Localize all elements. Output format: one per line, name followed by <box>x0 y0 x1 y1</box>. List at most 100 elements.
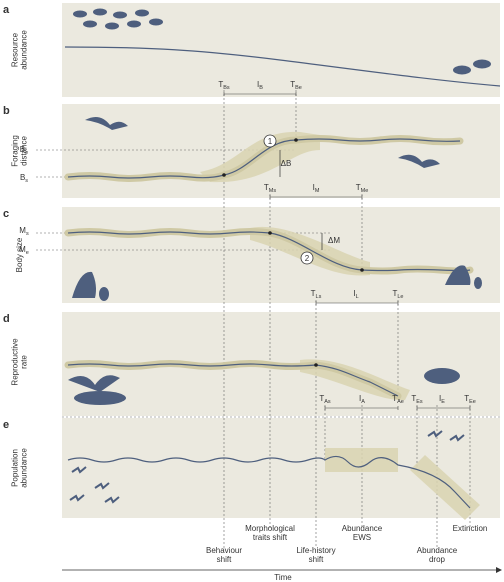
backgrounds <box>62 3 500 518</box>
label-sub: M <box>315 188 320 194</box>
label-main: T <box>392 289 397 298</box>
label: TAs <box>319 394 331 405</box>
label: Bs <box>20 173 28 184</box>
panel-bg <box>62 207 500 303</box>
label-sub: s <box>25 178 28 184</box>
event-label: Morphological <box>245 524 295 533</box>
label: Me <box>19 245 29 256</box>
label-sub: E <box>441 399 445 405</box>
time-label: Time <box>274 573 292 582</box>
label-main: T <box>290 80 295 89</box>
label-main: T <box>356 183 361 192</box>
foraging-curve <box>67 138 461 179</box>
fish-icon <box>453 65 471 75</box>
label-sub: Ms <box>269 188 277 194</box>
egg-icon <box>474 277 482 289</box>
point <box>268 231 272 235</box>
step-marker <box>300 251 314 265</box>
bird-icon <box>449 434 465 442</box>
label: ΔB <box>281 159 292 168</box>
bird-icon <box>445 265 471 285</box>
fish-icon <box>73 10 87 18</box>
bird-icon <box>68 375 120 392</box>
label: TMe <box>356 183 369 194</box>
egg-icon <box>99 287 109 301</box>
fish-icon <box>135 9 149 17</box>
point <box>314 363 318 367</box>
bird-icon <box>85 116 128 130</box>
event-label: Life-history <box>296 546 335 555</box>
bird-icon <box>69 494 85 502</box>
label: TLe <box>392 289 403 300</box>
label-main: ΔB <box>281 159 292 168</box>
bird-icon <box>427 430 443 438</box>
label-main: B <box>20 145 25 154</box>
label-main: I <box>353 289 355 298</box>
label: Be <box>20 145 28 156</box>
label-main: I <box>313 183 315 192</box>
label-sub: As <box>324 399 331 405</box>
fish-icon <box>127 20 141 28</box>
y-label: distance <box>20 136 29 166</box>
point <box>222 173 226 177</box>
label-main: 2 <box>305 254 310 263</box>
drop-window <box>410 455 480 520</box>
fish-icon <box>473 59 491 69</box>
label: TEe <box>464 394 476 405</box>
label-sub: Me <box>361 188 369 194</box>
bird-icon <box>72 271 96 298</box>
event-label: traits shift <box>253 533 288 542</box>
panel-letter: e <box>3 419 9 431</box>
label: IE <box>439 394 445 405</box>
label-main: ΔM <box>328 236 340 245</box>
label: 2 <box>305 254 310 263</box>
event-label: Abundance <box>417 546 458 555</box>
y-label: Body size <box>15 237 24 272</box>
panel-bg <box>62 3 500 97</box>
label: Ms <box>19 226 29 237</box>
label: TAe <box>392 394 404 405</box>
label-main: I <box>359 394 361 403</box>
label-main: I <box>439 394 441 403</box>
population-curve <box>67 455 471 509</box>
label-main: T <box>464 394 469 403</box>
label-main: B <box>20 173 25 182</box>
label-main: T <box>264 183 269 192</box>
fish-icon <box>149 18 163 26</box>
y-label: Resource <box>11 32 20 67</box>
event-label: Behaviour <box>206 546 242 555</box>
event-label: EWS <box>353 533 371 542</box>
time-arrowhead <box>496 567 502 573</box>
event-label: Abundance <box>342 524 383 533</box>
label-sub: L <box>356 294 359 300</box>
label-sub: Be <box>295 85 302 91</box>
label: IB <box>257 80 263 91</box>
panel-letter: a <box>3 4 10 16</box>
event-label: drop <box>429 555 446 564</box>
label-sub: e <box>26 250 29 256</box>
label-main: I <box>257 80 259 89</box>
label-sub: Ee <box>469 399 476 405</box>
panel-letter: c <box>3 208 9 220</box>
y-label: rate <box>20 355 29 369</box>
label: IL <box>353 289 358 300</box>
label: TLs <box>311 289 322 300</box>
label: ΔM <box>328 236 340 245</box>
y-label: Foraging <box>11 135 20 167</box>
label-main: T <box>311 289 316 298</box>
bird-icon <box>94 482 110 490</box>
body-size-curve <box>67 231 471 272</box>
label-sub: Es <box>416 399 423 405</box>
panel-letter: d <box>3 313 10 325</box>
label: 1 <box>268 137 273 146</box>
point <box>360 268 364 272</box>
event-label: Extinction <box>453 524 488 533</box>
label: TBs <box>218 80 230 91</box>
label: IM <box>313 183 320 194</box>
nest-icon <box>74 391 126 405</box>
label-sub: Le <box>397 294 403 300</box>
label-sub: Ae <box>397 399 404 405</box>
label-sub: Bs <box>223 85 230 91</box>
reproduction-curve <box>67 363 399 397</box>
